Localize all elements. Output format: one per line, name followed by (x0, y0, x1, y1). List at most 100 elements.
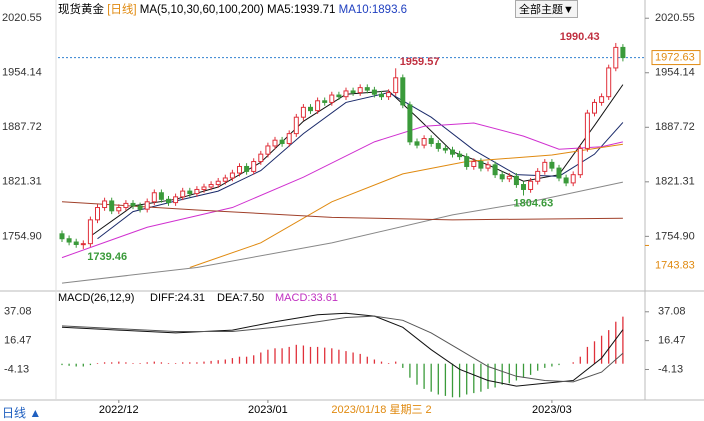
candle-body (109, 200, 115, 212)
ma5-value: MA5:1939.71 (267, 4, 336, 16)
candle-body (265, 145, 271, 155)
candle-body (428, 138, 434, 144)
candle-body (187, 190, 193, 195)
y-tick-label: 2020.55 (655, 12, 695, 24)
x-tick-label: 2022/12 (99, 404, 139, 416)
candle-body (87, 219, 93, 245)
macd-tick-label: -4.13 (658, 363, 683, 375)
candle-body (80, 243, 86, 246)
candle-body (73, 241, 79, 245)
candle-body (166, 198, 171, 204)
candle-body (464, 156, 470, 167)
candle-body (300, 106, 306, 118)
candle-body (407, 104, 413, 143)
dea-line (61, 315, 624, 383)
candle-body (144, 201, 150, 210)
candle-body (194, 188, 200, 195)
ma10-value: MA10:1893.6 (338, 4, 408, 16)
candle-body (343, 90, 349, 98)
macd-tick-label: 37.08 (4, 306, 32, 318)
candle-body (208, 184, 214, 188)
theme-button[interactable]: 全部主题▼ (515, 0, 578, 18)
y-tick-label: 1754.90 (655, 230, 695, 242)
candle-body (457, 153, 463, 158)
y-tick-label: 1887.72 (2, 121, 42, 133)
candle-body (421, 138, 427, 146)
ma-line (90, 84, 624, 237)
candle-body (471, 161, 477, 167)
price-box (651, 50, 701, 66)
candle-body (499, 174, 505, 180)
macd-diff: DIFF:24.31 (150, 292, 205, 304)
macd-dea: DEA:7.50 (217, 292, 264, 304)
macd-tick-label: -4.13 (4, 363, 29, 375)
candle-body (400, 77, 406, 106)
candle-body (386, 92, 392, 98)
candle-body (137, 205, 143, 210)
candle-body (542, 161, 548, 172)
x-tick-label: 2023/01 (248, 404, 288, 416)
candle-body (315, 100, 321, 112)
ma-line (189, 143, 623, 268)
x-tick-label: 2023/03 (532, 404, 572, 416)
candle-body (244, 165, 250, 172)
ma-line (61, 201, 623, 221)
candle-body (158, 192, 164, 200)
header: 现货黄金 [日线] MA(5,10,30,60,100,200) MA5:193… (58, 1, 407, 17)
candle-body (350, 90, 356, 94)
candle-body (329, 94, 335, 103)
candle-body (258, 153, 264, 163)
extreme-label: 1804.63 (514, 197, 554, 209)
extreme-label: 1959.57 (400, 56, 440, 68)
candle-body (59, 233, 65, 240)
candle-body (478, 161, 484, 169)
extreme-label: 1990.43 (560, 31, 600, 43)
candle-body (563, 177, 569, 184)
candle-body (577, 147, 583, 176)
ma-spec[interactable]: MA(5,10,30,60,100,200) (139, 4, 264, 16)
candle-body (613, 46, 619, 69)
candle-body (521, 184, 526, 190)
candle-body (492, 164, 498, 176)
candle-body (584, 112, 590, 149)
candle-body (116, 207, 122, 212)
y-tick-label: 1954.14 (655, 67, 695, 79)
macd-tick-label: 16.47 (658, 335, 686, 347)
candle-body (237, 165, 242, 174)
footer-period[interactable]: 日线 ▲ (2, 406, 42, 420)
candle-body (506, 175, 512, 180)
candle-body (293, 116, 299, 135)
candle-body (272, 139, 278, 147)
candle-body (549, 161, 555, 169)
y-tick-label: 1887.72 (655, 121, 695, 133)
extreme-label: 1739.46 (87, 251, 127, 263)
price-label: 1972.63 (655, 51, 695, 63)
candle-body (286, 133, 292, 144)
candle-body (606, 67, 612, 98)
candle-body (535, 170, 541, 182)
candle-body (513, 175, 519, 186)
candle-body (336, 94, 342, 98)
candle-body (279, 139, 285, 144)
candle-body (215, 180, 221, 186)
candle-body (570, 174, 576, 184)
candle-body (322, 100, 328, 103)
candle-body (599, 96, 605, 103)
candle-body (393, 77, 399, 94)
candle-body (229, 172, 235, 179)
candle-body (592, 101, 597, 114)
candle-body (364, 87, 370, 91)
candle-body (308, 106, 313, 112)
candle-body (201, 186, 207, 190)
macd-tick-label: 16.47 (4, 335, 32, 347)
candle-body (102, 200, 108, 209)
y-tick-label: 1954.14 (2, 67, 42, 79)
macd-value: MACD:33.61 (275, 292, 338, 304)
candle-body (95, 207, 100, 221)
candle-body (357, 87, 363, 94)
period[interactable]: [日线] (107, 4, 137, 16)
candle-body (180, 190, 186, 198)
ma-line (61, 122, 624, 259)
